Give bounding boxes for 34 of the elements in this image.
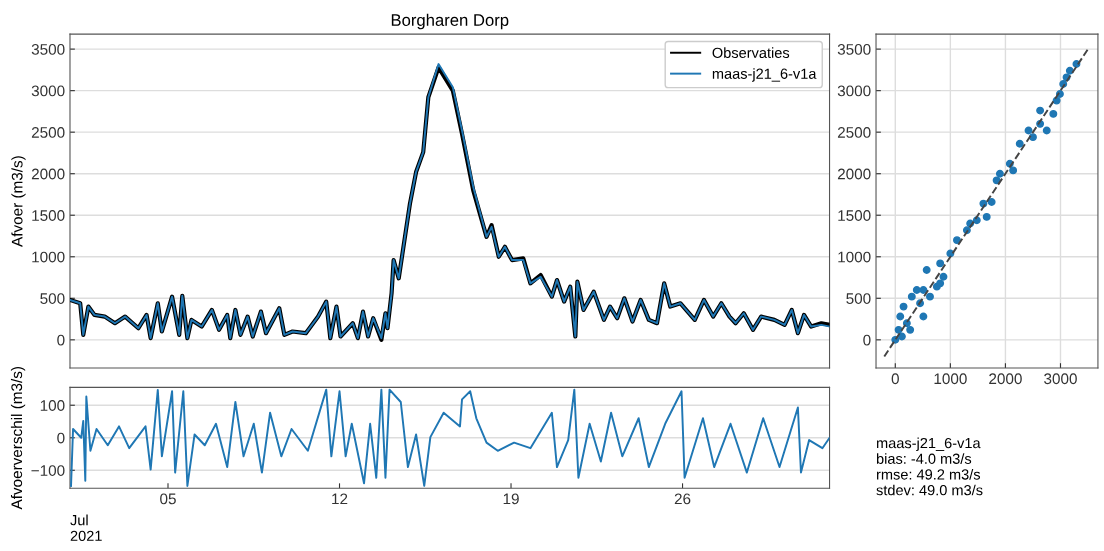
- x-tick-label: 05: [160, 493, 176, 505]
- y-tick-label: 3500: [31, 43, 65, 55]
- y-tick-label: 3500: [837, 43, 871, 55]
- y-tick-label: −100: [31, 465, 65, 476]
- y-tick-label: 1000: [838, 251, 871, 263]
- x-tick-label: 19: [503, 493, 519, 505]
- x-tick-label: 26: [674, 493, 691, 505]
- y-tick-label: 2000: [31, 168, 65, 180]
- y-tick-label: 0: [57, 432, 65, 444]
- x-tick-label: 3000: [1044, 373, 1077, 385]
- y-tick-label: 1000: [32, 251, 65, 263]
- legend-label: maas-j21_6-v1a: [712, 68, 817, 82]
- text: maas-j21_6-v1a bias: -4.0 m3/s rmse: 49.2 m3/s stdev: 49.0 m3/s: [876, 437, 983, 496]
- y-axis-title: Afvoer (m3/s): [11, 156, 26, 247]
- x-tick-label: 0: [891, 373, 899, 385]
- chart-title: Borgharen Dorp: [391, 13, 509, 30]
- y-axis-title: Afvoerverschil (m3/s): [10, 366, 26, 510]
- y-tick-label: 1500: [32, 210, 65, 221]
- y-tick-label: 2500: [837, 127, 871, 138]
- y-tick-label: 100: [40, 400, 65, 411]
- y-tick-label: 0: [863, 334, 871, 346]
- x-tick-label: 2000: [989, 373, 1022, 385]
- x-tick-label: 1000: [934, 373, 967, 385]
- x-tick-label: 12: [332, 493, 348, 505]
- y-tick-label: 500: [846, 293, 871, 304]
- y-tick-label: 3000: [31, 85, 65, 97]
- y-tick-label: 1500: [838, 210, 871, 221]
- y-tick-label: 0: [57, 334, 65, 346]
- y-tick-label: 2500: [31, 127, 65, 138]
- legend-label: Observaties: [712, 47, 790, 58]
- text: Jul 2021: [70, 514, 102, 541]
- y-tick-label: 2000: [837, 168, 871, 180]
- y-tick-label: 500: [40, 293, 65, 304]
- y-tick-label: 3000: [837, 85, 871, 97]
